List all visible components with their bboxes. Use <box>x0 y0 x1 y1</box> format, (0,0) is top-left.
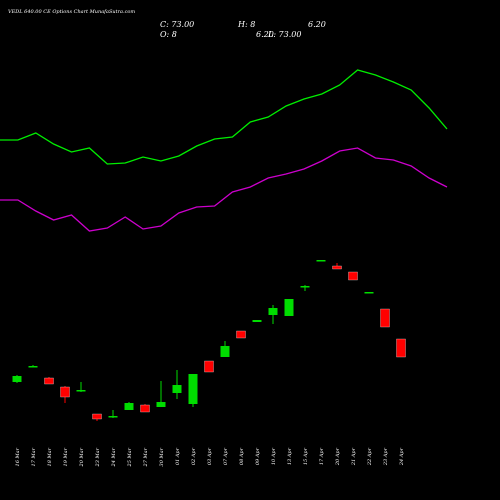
x-tick-label: 25 Mar <box>127 447 133 467</box>
ohlc-label: O: 8 <box>160 30 177 39</box>
indicator-line <box>0 147 448 232</box>
candle-body <box>92 413 102 420</box>
candle-body <box>204 360 214 373</box>
candle-body <box>220 346 230 357</box>
ohlc-label: H: 8 <box>237 20 255 29</box>
x-tick-label: 10 Apr <box>271 447 277 465</box>
x-tick-label: 30 Mar <box>159 447 165 466</box>
candle-body <box>140 404 150 413</box>
x-tick-label: 15 Apr <box>303 447 309 465</box>
candle-body <box>60 386 70 398</box>
ohlc-label: 6.20 <box>256 30 274 39</box>
candle-body <box>252 320 262 322</box>
x-tick-label: 24 Mar <box>111 447 117 467</box>
x-tick-label: 24 Apr <box>399 447 405 466</box>
candle-body <box>284 299 294 316</box>
indicator-line <box>0 69 448 165</box>
candle-body <box>124 403 134 410</box>
candle-body <box>108 416 118 418</box>
x-tick-label: 13 Apr <box>287 447 293 465</box>
candle-body <box>12 376 22 382</box>
x-tick-label: 17 Mar <box>31 447 37 466</box>
x-tick-label: 08 Apr <box>239 447 245 465</box>
x-tick-label: 07 Apr <box>223 447 229 465</box>
candle-body <box>172 385 182 393</box>
chart-title: VEDL 640.00 CE Options Chart MunafaSutra… <box>8 9 135 15</box>
candle-body <box>76 390 86 392</box>
x-tick-label: 19 Mar <box>63 447 69 466</box>
ohlc-label: L: 73.00 <box>267 30 301 39</box>
candle-body <box>44 377 54 385</box>
x-tick-label: 20 Mar <box>79 447 85 467</box>
x-tick-label: 09 Apr <box>255 447 261 465</box>
x-tick-label: 02 Apr <box>191 447 197 465</box>
x-tick-label: 21 Apr <box>351 447 357 466</box>
candle-body <box>316 260 326 262</box>
x-tick-label: 23 Apr <box>383 447 389 466</box>
x-tick-label: 17 Apr <box>319 447 325 465</box>
candle-body <box>380 308 390 328</box>
candle-body <box>268 308 278 315</box>
candle-body <box>28 366 38 368</box>
candle-body <box>348 271 358 281</box>
x-tick-label: 20 Apr <box>335 447 341 466</box>
x-tick-label: 01 Apr <box>175 447 181 465</box>
candle-body <box>396 338 406 358</box>
candle-body <box>156 402 166 407</box>
x-tick-label: 18 Mar <box>47 447 53 466</box>
x-tick-label: 23 Mar <box>95 447 101 467</box>
x-tick-label: 22 Apr <box>367 447 373 466</box>
candle-body <box>236 330 246 339</box>
x-tick-label: 16 Mar <box>15 447 21 466</box>
x-tick-label: 27 Mar <box>143 447 149 467</box>
candle-body <box>300 286 310 288</box>
ohlc-label: 6.20 <box>308 20 326 29</box>
ohlc-label: C: 73.00 <box>160 20 194 29</box>
candle-body <box>332 265 342 270</box>
x-tick-label: 03 Apr <box>207 447 213 465</box>
candle-body <box>188 374 198 404</box>
candle-body <box>364 292 374 294</box>
